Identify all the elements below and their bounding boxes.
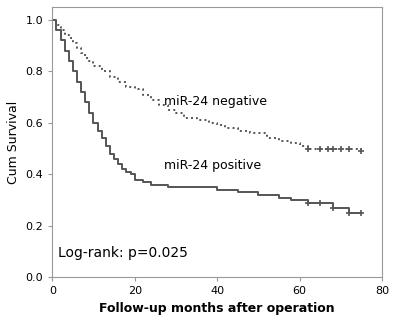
Text: miR-24 positive: miR-24 positive [164,159,261,172]
X-axis label: Follow-up months after operation: Follow-up months after operation [99,302,335,315]
Text: miR-24 negative: miR-24 negative [164,95,267,108]
Text: Log-rank: p=0.025: Log-rank: p=0.025 [59,246,188,260]
Y-axis label: Cum Survival: Cum Survival [7,100,20,184]
